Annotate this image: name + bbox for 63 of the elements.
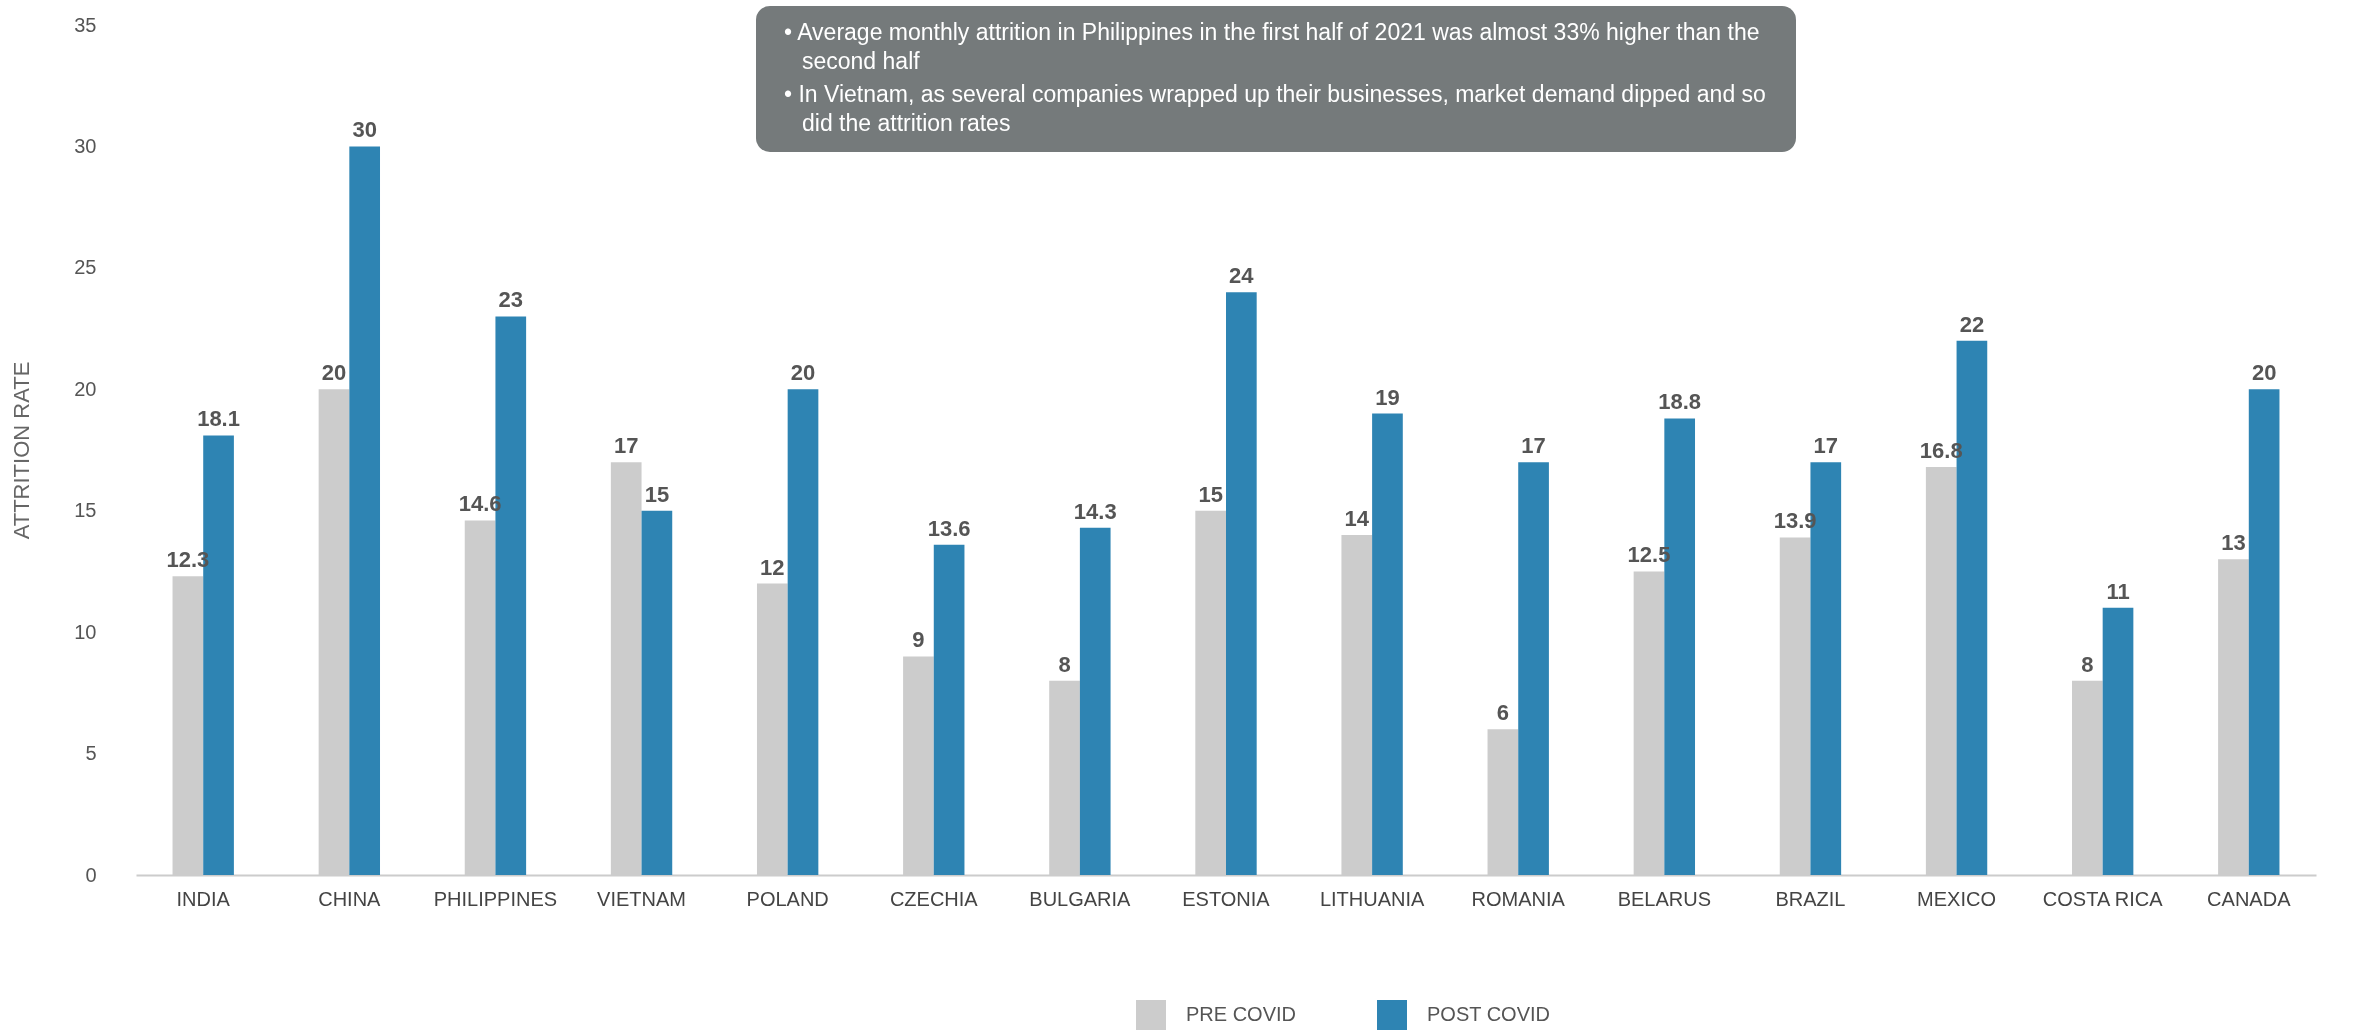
y-tick-label: 10: [74, 620, 97, 643]
y-tick-label: 35: [74, 13, 97, 36]
x-tick-label: ESTONIA: [1182, 887, 1271, 910]
x-tick-label: PHILIPPINES: [433, 887, 558, 910]
data-label: 23: [498, 287, 524, 313]
data-label: 30: [352, 117, 377, 143]
y-tick-label: 20: [74, 377, 97, 400]
data-label: 6: [1496, 700, 1510, 726]
bar: [787, 389, 819, 875]
x-tick-label: LITHUANIA: [1319, 887, 1425, 910]
data-label: 17: [613, 433, 639, 459]
bar: [1226, 292, 1257, 875]
x-tick-label: POLAND: [746, 887, 829, 910]
y-tick-label: 0: [85, 863, 97, 886]
x-tick-label: VIETNAM: [597, 887, 686, 910]
x-tick-label: BULGARIA: [1029, 887, 1132, 910]
x-tick-label: BRAZIL: [1775, 887, 1846, 910]
data-label: 20: [2251, 360, 2277, 386]
bar: [2102, 607, 2134, 875]
bar: [2248, 389, 2280, 875]
legend-label: POST COVID: [1427, 1003, 1550, 1025]
bar: [1372, 413, 1403, 875]
annotation: • In Vietnam, as several companies wrapped up their businesses, market demand dipped and so did the attrition rates: [784, 80, 1767, 138]
y-axis-title: ATTRITION RATE: [9, 361, 35, 540]
annotation: • Average monthly attrition in Philippines in the first half of 2021 was almost 33% higher than the second half: [784, 18, 1761, 76]
data-label: 12: [760, 554, 785, 580]
y-tick-label: 5: [85, 742, 97, 765]
data-label: 18.1: [197, 406, 240, 432]
x-tick-label: BELARUS: [1617, 887, 1712, 910]
data-label: 22: [1959, 311, 1985, 337]
data-label: 17: [1521, 433, 1546, 459]
x-tick-label: CANADA: [2207, 887, 2292, 910]
data-label: 17: [1813, 433, 1839, 459]
y-tick-label: 15: [74, 499, 97, 522]
data-label: 8: [1058, 651, 1071, 677]
data-label: 18.8: [1658, 389, 1702, 415]
data-label: 15: [644, 481, 670, 507]
x-tick-label: CHINA: [318, 887, 382, 910]
x-tick-label: COSTA RICA: [2042, 887, 2164, 910]
data-label: 13.6: [927, 515, 971, 541]
x-tick-label: INDIA: [176, 887, 231, 910]
data-label: 13: [2221, 530, 2246, 556]
data-label: 20: [790, 360, 816, 386]
data-label: 8: [2081, 651, 2094, 677]
x-tick-label: MEXICO: [1917, 887, 1997, 910]
data-label: 14.3: [1073, 498, 1117, 524]
data-label: 20: [321, 360, 347, 386]
data-label: 19: [1375, 384, 1400, 410]
bar: [1079, 527, 1111, 875]
legend-label: PRE COVID: [1186, 1003, 1297, 1025]
bar: [1518, 462, 1549, 875]
data-label: 15: [1198, 481, 1223, 507]
data-label: 9: [912, 627, 925, 653]
data-label: 14: [1344, 506, 1370, 531]
x-tick-label: ROMANIA: [1471, 887, 1566, 910]
y-tick-label: 25: [74, 256, 97, 279]
x-tick-label: CZECHIA: [889, 887, 979, 910]
data-label: 24: [1229, 263, 1255, 289]
bar: [641, 510, 673, 875]
y-tick-label: 30: [74, 134, 97, 157]
bar: [933, 544, 965, 875]
bar: [349, 146, 381, 875]
data-label: 11: [2106, 578, 2130, 604]
